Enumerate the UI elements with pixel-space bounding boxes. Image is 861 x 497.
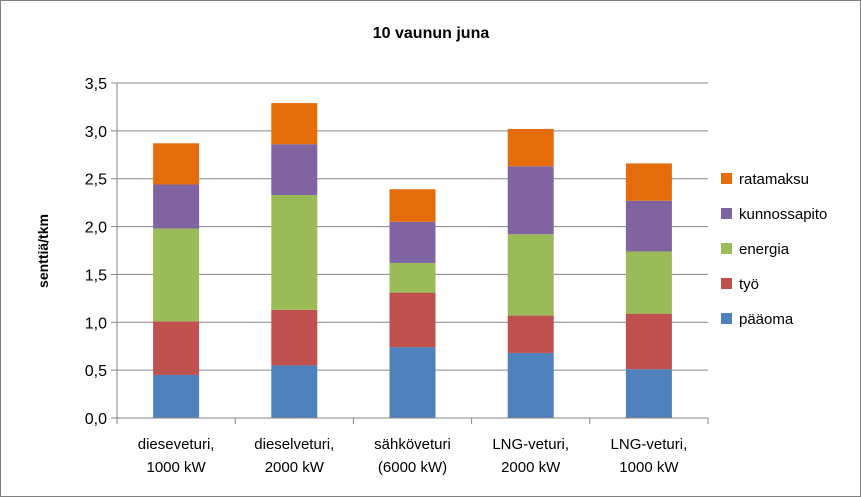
- bar-segment: [389, 189, 436, 222]
- y-axis-title: senttiä/tkm: [35, 214, 51, 288]
- bar-segment: [507, 166, 554, 235]
- category-label: dieselveturi,: [254, 436, 334, 453]
- bar-segment: [507, 315, 554, 353]
- bar-segment: [625, 369, 672, 418]
- bar-segment: [153, 143, 200, 185]
- bar-segment: [507, 352, 554, 418]
- category-labels: dieseveturi, 1000 kW dieselveturi, 2000 kW s…: [138, 436, 688, 476]
- legend: ratamaksu kunnossapito energia työ pääoma: [721, 171, 827, 328]
- bar-segment: [389, 262, 436, 293]
- y-tick-label: 2,0: [85, 220, 107, 237]
- y-tick-label: 3,5: [85, 76, 107, 93]
- bar-segment: [389, 347, 436, 418]
- category-label: LNG-veturi,: [492, 436, 569, 453]
- y-tick-label: 1,5: [85, 267, 107, 284]
- bar-segment: [271, 365, 318, 418]
- bar-segment: [271, 144, 318, 195]
- category-label: LNG-veturi,: [611, 436, 688, 453]
- chart-title: 10 vaunun juna: [373, 25, 490, 42]
- y-tick-label: 1,0: [85, 315, 107, 332]
- y-tick-label: 3,0: [85, 124, 107, 141]
- legend-swatch: [721, 278, 732, 289]
- category-label: (6000 kW): [378, 459, 447, 476]
- legend-swatch: [721, 243, 732, 254]
- bar-segment: [153, 184, 200, 229]
- legend-swatch: [721, 173, 732, 184]
- bar-segment: [271, 309, 318, 366]
- y-tick-labels: 0,0 0,5 1,0 1,5 2,0 2,5 3,0 3,5: [85, 76, 107, 428]
- y-tick-label: 0,0: [85, 411, 107, 428]
- category-label: 1000 kW: [146, 459, 206, 476]
- bar-segment: [271, 194, 318, 310]
- bars: [153, 103, 672, 418]
- legend-label: ratamaksu: [739, 171, 809, 188]
- legend-label: pääoma: [739, 311, 794, 328]
- legend-swatch: [721, 208, 732, 219]
- bar-segment: [389, 292, 436, 348]
- y-tick-label: 2,5: [85, 172, 107, 189]
- bar-segment: [153, 374, 200, 418]
- bar-segment: [507, 128, 554, 167]
- axes: [111, 82, 709, 424]
- y-tick-label: 0,5: [85, 363, 107, 380]
- category-label: 1000 kW: [619, 459, 679, 476]
- bar-segment: [153, 228, 200, 322]
- category-label: dieseveturi,: [138, 436, 215, 453]
- legend-label: työ: [739, 276, 759, 293]
- bar-segment: [625, 200, 672, 252]
- legend-label: energia: [739, 241, 790, 258]
- category-label: 2000 kW: [501, 459, 561, 476]
- legend-label: kunnossapito: [739, 206, 827, 223]
- bar-segment: [507, 234, 554, 316]
- legend-swatch: [721, 313, 732, 324]
- bar-segment: [153, 321, 200, 375]
- bar-segment: [625, 163, 672, 201]
- bar-segment: [389, 221, 436, 263]
- category-label: sähköveturi: [374, 436, 451, 453]
- category-label: 2000 kW: [265, 459, 325, 476]
- bar-segment: [625, 251, 672, 314]
- bar-segment: [271, 103, 318, 145]
- bar-segment: [625, 313, 672, 370]
